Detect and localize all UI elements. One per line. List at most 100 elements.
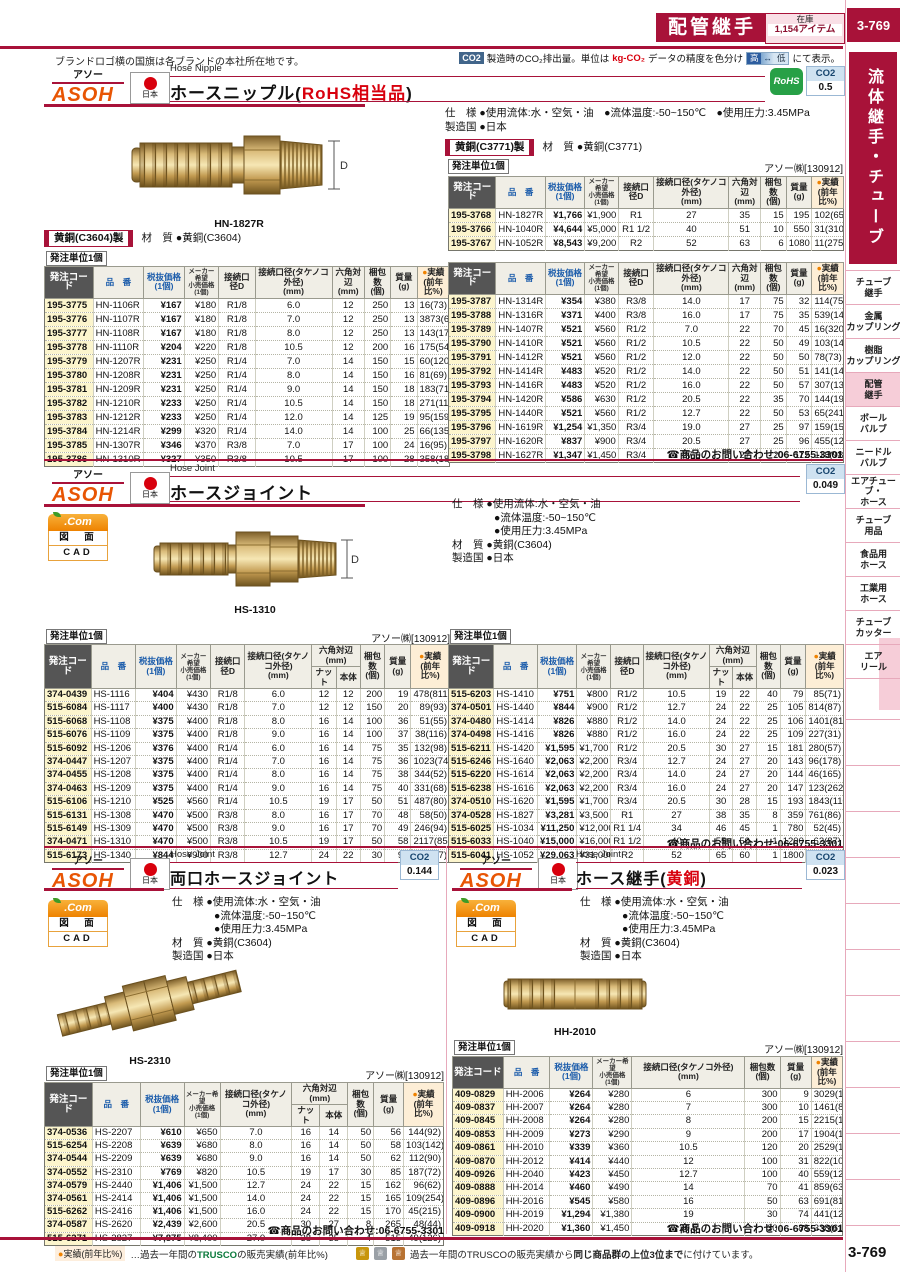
country-flag-s4: 日本 (538, 858, 578, 890)
product-row: 515-6203 HS-1410 ¥751 ¥800 R1/2 10.5 19 22 40 79 8… (448, 688, 844, 703)
sidebar-item: 金属 カップリング (846, 305, 900, 339)
column-header: 品 番 (91, 1082, 141, 1127)
product-row: 409-0900HH-2019¥1,294¥1,380193074441(121… (452, 1208, 843, 1223)
column-header: 税抜価格 (1個) (544, 262, 586, 295)
product-row: 515-6211 HS-1420 ¥1,595 ¥1,700 R1/2 20.5 30 27 1… (448, 742, 844, 757)
country-label: 日本 (550, 876, 566, 885)
product-row: 515-6068 HS-1108 ¥375 ¥400 R1/8 8.0 16 14 100 36 5… (44, 715, 450, 730)
column-header: ●実績 (前年比%) (416, 266, 451, 299)
brand-logo: ASOH (52, 484, 114, 506)
cad-label: CAD (456, 932, 516, 947)
crown-bronze-icon: ♕ (391, 1247, 405, 1260)
column-header: 接続口径D (617, 262, 655, 295)
title-red-text: 黄銅 (666, 871, 701, 888)
order-unit-label: 発注単位1個 (46, 1066, 107, 1081)
title-rule (170, 476, 800, 477)
leaf-icon (53, 898, 61, 903)
footer-notes: ●実績(前年比%) …過去一年間のTRUSCOの販売実績(前年比%) ♕ ♕ ♕… (55, 1246, 758, 1261)
contact-phone-s3: ☎商品のお問い合わせ:06-6755-3301 (267, 1225, 444, 1237)
column-header: メーカー希望 小売価格 (1個) (183, 266, 220, 299)
product-row: 374-0544 HS-2209 ¥639 ¥680 9.0 16 14 50 62 112(90… (44, 1152, 444, 1167)
column-header: 発注コード (447, 176, 497, 209)
trusco-logo: TRUSCO (196, 1249, 238, 1261)
product-row: 374-0561 HS-2414 ¥1,406 ¥1,500 14.0 24 22 15 165… (44, 1192, 444, 1207)
table-hn-c3771: 発注コード品 番税抜価格 (1個) メーカー希望 小売価格 (1個) 接続口径D 接続… (447, 176, 844, 251)
zumen-label: 図 面 (48, 917, 108, 932)
stock-label: 在庫 (796, 14, 814, 24)
column-header: 梱包数 (個) (760, 176, 787, 209)
section-rule-s2 (44, 459, 843, 461)
column-header: 品 番 (495, 176, 546, 209)
column-header: 接続口径D (210, 644, 246, 689)
product-row: 515-6246 HS-1640 ¥2,063 ¥2,200 R3/4 12.7 24 27 2… (448, 755, 844, 770)
product-row: 195-3784 HN-1214R ¥299 ¥320 R1/4 14.0 14 100 25 6… (44, 424, 450, 439)
product-row: 195-3790 HN-1410R ¥521 ¥560 R1/2 10.5 22 50 49 10… (448, 336, 844, 351)
orange-com-icon: .Com (456, 898, 516, 917)
brand-kana: アソー (52, 852, 124, 870)
column-header: 六角対辺(mm) (291, 1082, 349, 1105)
accuracy-high: 高 (746, 52, 762, 64)
table-ryoguchi: 発注コード品 番税抜価格 (1個) メーカー希望 小売価格 (1個) 接続口径(タケ… (44, 1082, 444, 1246)
product-row: 195-3766 HN-1040R ¥4,644 ¥5,000 R1 1/2 40 51 10… (448, 222, 844, 237)
column-header: 税抜価格 (1個) (549, 1056, 594, 1089)
column-header: 接続口径(タケノコ外径) (mm) (254, 266, 333, 299)
product-row: 515-6131 HS-1308 ¥470 ¥500 R3/8 8.0 16 17 70 48 58… (44, 809, 450, 824)
maker-code: アソー㈱[130912] (365, 1071, 444, 1082)
country-flag-s3: 日本 (130, 858, 170, 890)
column-header: メーカー希望 小売価格 (1個) (584, 262, 619, 295)
product-row: 195-3792 HN-1414R ¥483 ¥520 R1/2 14.0 22 50 51 14… (448, 364, 844, 379)
crown-gold-icon: ♕ (355, 1247, 369, 1260)
product-table: 発注コード品 番税抜価格 (1個) メーカー希望 小売価格 (1個) 接続口径(タケ… (452, 1056, 844, 1236)
product-row: 515-6106 HS-1210 ¥525 ¥560 R1/4 10.5 19 17 50 51 4… (44, 795, 450, 810)
country-label: 日本 (142, 90, 158, 99)
maker-code: アソー㈱[130912] (764, 164, 843, 175)
title-text: ホースニップル( (170, 84, 302, 103)
order-unit-label: 発注単位1個 (450, 629, 511, 644)
column-header: 梱包数 (個) (760, 262, 787, 295)
table-hj-right: 発注コード品 番税抜価格 (1個) メーカー希望 小売価格 (1個) 接続口径D 接続… (447, 644, 844, 864)
section-title-s4: ホース継手(黄銅) (576, 865, 707, 889)
co2-badge-label: CO2 (807, 465, 844, 479)
specs-s2: 仕 様 ●使用流体:水・空気・油 ●流体温度:-50~150℃ ●使用圧力:3.… (452, 498, 601, 564)
sidebar-item: 食品用 ホース (846, 543, 900, 577)
column-header: 税抜価格 (1個) (135, 644, 177, 689)
title-text-post: ) (700, 871, 707, 888)
product-row: 195-3777 HN-1108R ¥167 ¥180 R1/8 8.0 12 250 13 14… (44, 326, 450, 341)
orange-com-icon: .Com (48, 898, 108, 917)
co2-chip: CO2 (459, 52, 484, 64)
title-text: 両口ホースジョイント (170, 871, 340, 888)
product-row: 195-3789 HN-1407R ¥521 ¥560 R1/2 7.0 22 70 45 16(… (448, 322, 844, 337)
column-header: 六角対辺 (mm) (728, 176, 762, 209)
material-row-c3771: 黄銅(C3771)製 材 質 ●黄銅(C3771) (445, 138, 642, 156)
leaf-icon (461, 898, 469, 903)
product-table: 発注コード品 番税抜価格 (1個) メーカー希望 小売価格 (1個) 接続口径(タケ… (44, 1082, 444, 1246)
column-header: 六角対辺 (mm) (331, 266, 365, 299)
title-underline (170, 101, 765, 102)
dimension-label: D (340, 160, 348, 172)
column-header: ●実績 (前年比%) (811, 262, 844, 295)
japan-flag-icon (143, 477, 157, 490)
material-text: 材 質 ●黄銅(C3771) (542, 141, 643, 153)
product-row: 374-0501 HS-1440 ¥844 ¥900 R1/2 12.7 24 22 25 105… (448, 701, 844, 716)
product-image-hs1310: D (153, 531, 359, 587)
co2-badge-s4: CO2 0.023 (806, 850, 845, 880)
specs-s4: 仕 様 ●使用流体:水・空気・油 ●流体温度:-50~150℃ ●使用圧力:3.… (580, 896, 729, 962)
product-row: 374-0552 HS-2310 ¥769 ¥820 10.5 19 17 30 85 187(7… (44, 1166, 444, 1180)
product-table: 発注コード品 番税抜価格 (1個) メーカー希望 小売価格 (1個) 接続口径D 接続… (44, 266, 451, 467)
product-row: 515-6254 HS-2208 ¥639 ¥680 8.0 16 14 50 58 103(14… (44, 1139, 444, 1154)
column-header: メーカー希望 小売価格 (1個) (592, 1056, 633, 1089)
co2-badge-s3: CO2 0.144 (400, 850, 439, 880)
column-header: 発注コード (44, 644, 92, 689)
product-row: 195-3794 HN-1420R ¥586 ¥630 R1/2 20.5 22 35 70 14… (448, 392, 844, 407)
product-row: 195-3778 HN-1110R ¥204 ¥220 R1/8 10.5 12 200 16 1… (44, 340, 450, 355)
column-header: 本体 (732, 666, 758, 689)
co2-notice-text2: データの精度を色分け (647, 54, 743, 65)
product-row: 195-3780 HN-1208R ¥231 ¥250 R1/4 8.0 14 150 16 81… (44, 368, 450, 383)
crown-silver-icon: ♕ (373, 1247, 387, 1260)
zumen-label: 図 面 (456, 917, 516, 932)
footer-page-number: 3-769 (848, 1244, 887, 1261)
brand-block-s1: アソー ASOH (52, 66, 124, 106)
com-cad-badge-s2: .Com 図 面 CAD (48, 512, 108, 561)
orange-dot-icon: ● (58, 1249, 64, 1259)
